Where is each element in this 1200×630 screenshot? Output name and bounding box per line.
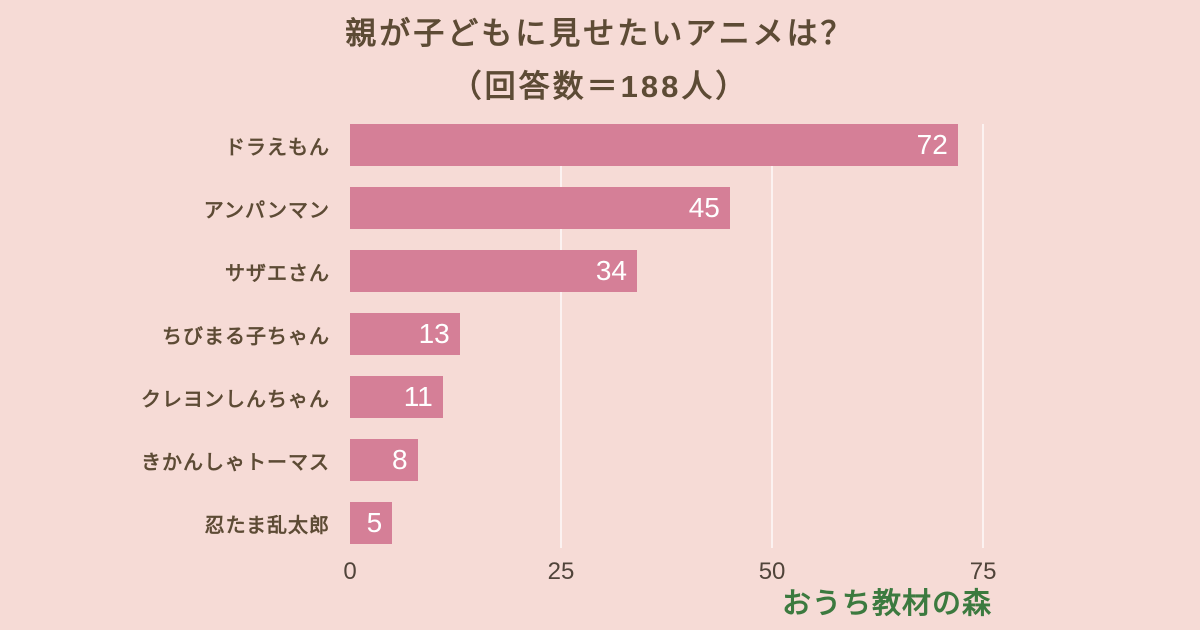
bar-row: ドラえもん 72 — [100, 124, 1000, 166]
gridline — [560, 124, 563, 548]
bar-track: 8 — [350, 439, 1000, 481]
value-label: 8 — [391, 444, 408, 475]
bar-track: 45 — [350, 187, 1000, 229]
gridline — [982, 124, 985, 548]
value-label: 13 — [418, 318, 450, 349]
value-label: 5 — [366, 507, 383, 538]
value-label: 11 — [403, 381, 433, 412]
bar-track: 5 — [350, 502, 1000, 544]
bar-track: 34 — [350, 250, 1000, 292]
x-tick-label: 0 — [343, 558, 357, 585]
x-tick-label: 75 — [969, 558, 997, 585]
bar-row: サザエさん 34 — [100, 250, 1000, 292]
category-label: クレヨンしんちゃん — [141, 388, 330, 411]
value-label: 45 — [688, 192, 720, 223]
bar: 34 — [350, 250, 637, 292]
chart-title: 親が子どもに見せたいアニメは？ （回答数＝188人） — [0, 0, 1200, 102]
category-label: 忍たま乱太郎 — [204, 514, 330, 537]
bar: 5 — [350, 502, 393, 544]
bar: 8 — [350, 439, 418, 481]
bar-chart: ドラえもん 72 アンパンマン 45 サザエさん 34 ちびまる子ちゃん 13 クレヨンしんちゃ… — [100, 124, 1000, 594]
value-label: 34 — [595, 255, 627, 286]
bar-row: ちびまる子ちゃん 13 — [100, 313, 1000, 355]
bar-track: 72 — [350, 124, 1000, 166]
x-tick-label: 50 — [758, 558, 786, 585]
bar: 72 — [350, 124, 958, 166]
bar: 13 — [350, 313, 460, 355]
gridline — [771, 124, 774, 548]
bar-row: クレヨンしんちゃん 11 — [100, 376, 1000, 418]
gridlines — [350, 124, 1000, 548]
category-label: サザエさん — [225, 262, 330, 285]
bar-row: 忍たま乱太郎 5 — [100, 502, 1000, 544]
x-tick-label: 25 — [547, 558, 575, 585]
bar: 11 — [350, 376, 443, 418]
category-label: きかんしゃトーマス — [141, 451, 330, 474]
bar-row: アンパンマン 45 — [100, 187, 1000, 229]
category-label: ちびまる子ちゃん — [162, 325, 330, 348]
category-label: ドラえもん — [225, 136, 330, 159]
category-label: アンパンマン — [203, 199, 330, 222]
bar-track: 11 — [350, 376, 1000, 418]
site-logo-text: おうち教材の森 — [782, 588, 993, 620]
chart-title-line2: （回答数＝188人） — [450, 69, 750, 104]
chart-title-line1: 親が子どもに見せたいアニメは？ — [345, 16, 855, 51]
x-axis: 0 25 50 75 — [343, 558, 1000, 592]
bar: 45 — [350, 187, 730, 229]
value-label: 72 — [916, 129, 948, 160]
bar-rows: ドラえもん 72 アンパンマン 45 サザエさん 34 ちびまる子ちゃん 13 クレヨンしんちゃ… — [100, 124, 1000, 544]
bar-track: 13 — [350, 313, 1000, 355]
bar-row: きかんしゃトーマス 8 — [100, 439, 1000, 481]
